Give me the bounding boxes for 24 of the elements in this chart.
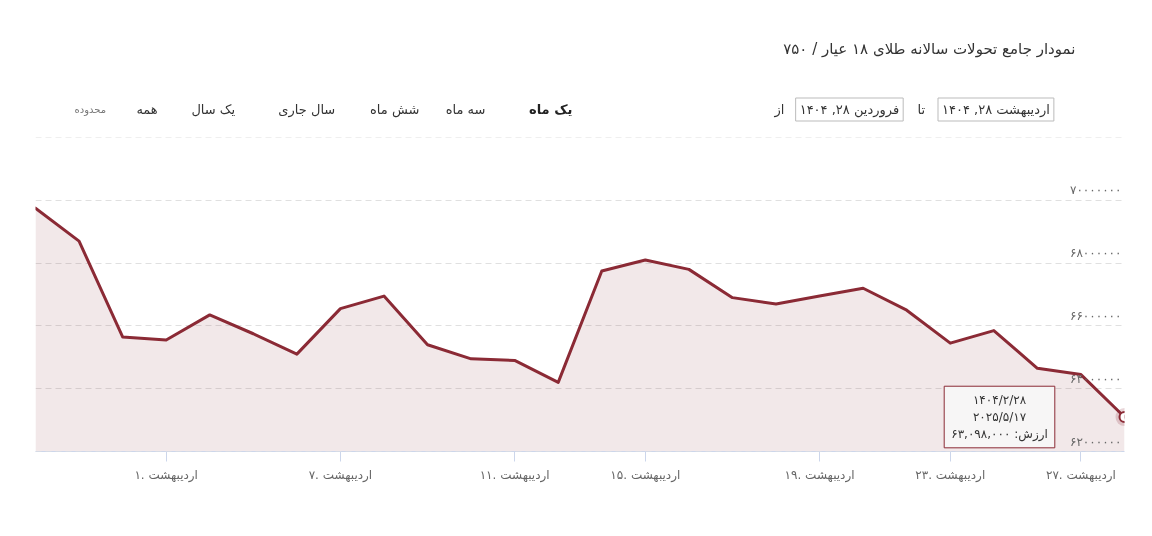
x-tick-label: ۲۳. اردیبهشت: [915, 467, 986, 483]
text: اردیبهشت ۲۸, ۱۴۰۴: [942, 102, 1050, 118]
x-tick-label: ۲۷. اردیبهشت: [1045, 467, 1116, 483]
y-tick-label: ۶۸۰۰۰۰۰۰: [1069, 246, 1122, 261]
text: شش ماه: [370, 102, 420, 118]
x-tick-label: ۱۹. اردیبهشت: [784, 467, 855, 483]
text: یک سال: [191, 102, 236, 117]
x-tick-label: ۱۱. اردیبهشت: [479, 467, 550, 483]
x-tick-label: ۷. اردیبهشت: [308, 467, 373, 483]
text: از: [773, 102, 785, 118]
x-tick-label: ۱۵. اردیبهشت: [610, 467, 681, 483]
text: فروردین ۲۸, ۱۴۰۴: [799, 102, 900, 118]
text: یک ماه: [529, 102, 573, 117]
text: محدوده: [74, 104, 107, 116]
annotation: ۱۴۰۴/۲/۲۸ ۲۰۲۵/۵/۱۷ ارزش: ۶۳,۰۹۸,۰۰۰: [951, 393, 1048, 442]
chart-title: نمودار جامع تحولات سالانه طلای ۱۸ عیار / ۷۵۰: [783, 39, 1076, 58]
y-tick-label: ۶۲۰۰۰۰۰۰: [1069, 434, 1122, 449]
text: همه: [136, 102, 158, 117]
x-tick-label: ۱. اردیبهشت: [134, 467, 198, 483]
text: تا: [917, 102, 926, 117]
text: سال جاری: [278, 102, 336, 118]
y-tick-label: ۷۰۰۰۰۰۰۰: [1069, 183, 1122, 198]
text: سه ماه: [445, 102, 486, 117]
y-tick-label: ۶۶۰۰۰۰۰۰: [1069, 308, 1122, 323]
